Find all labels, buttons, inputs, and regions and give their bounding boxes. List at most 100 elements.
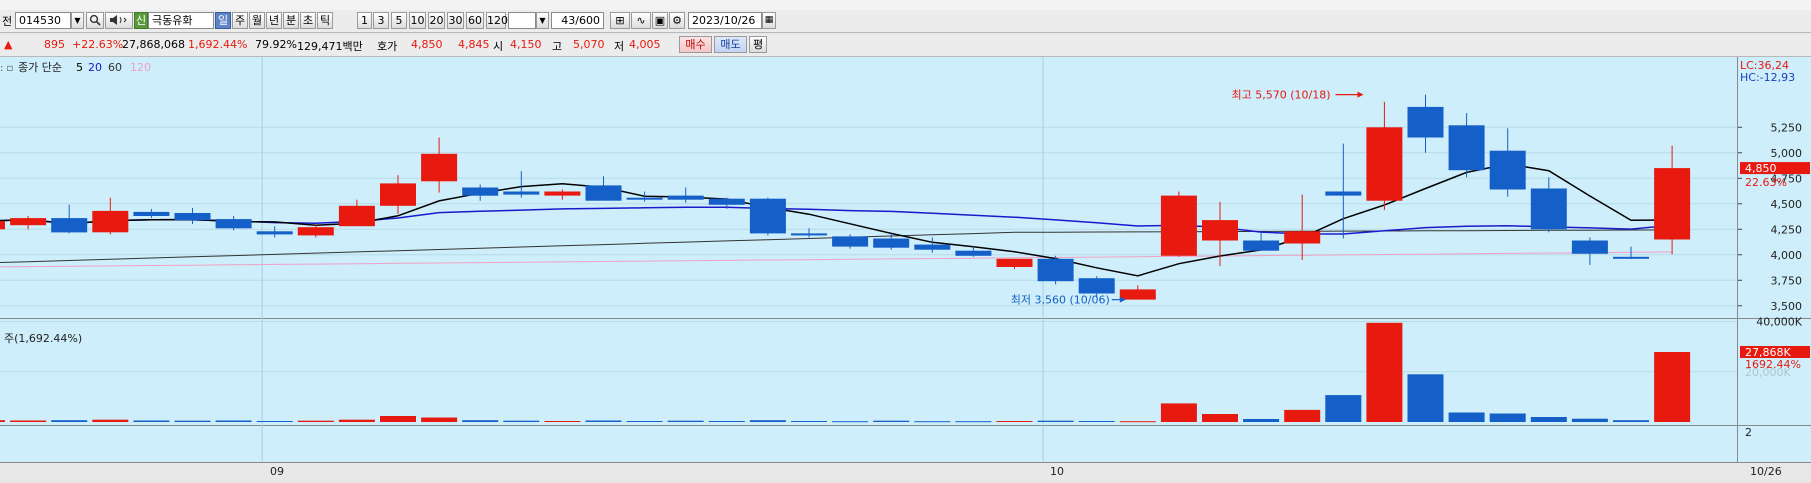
candle-body[interactable] [996,258,1033,267]
candle-body[interactable] [1119,289,1156,300]
volume-bar[interactable] [380,416,416,422]
interval-button[interactable]: 10 [409,12,426,29]
candle-body[interactable] [667,195,704,200]
candle-body[interactable] [1613,256,1649,259]
interval-button[interactable]: 20 [428,12,445,29]
save-button[interactable]: ▣ [652,12,668,29]
candle-body[interactable] [1448,125,1485,171]
interval-button[interactable]: 1 [357,12,372,29]
volume-bar[interactable] [832,421,869,423]
volume-bar[interactable] [215,420,252,423]
candle-body[interactable] [873,238,910,248]
volume-bar[interactable] [914,421,951,423]
period-button[interactable]: 월 [249,12,265,29]
eval-button[interactable]: 평 [749,36,767,53]
candle-body[interactable] [1037,258,1074,282]
add-indicator-button[interactable]: ⊞ [610,12,630,29]
candle-body[interactable] [10,218,47,226]
candle-body[interactable] [1160,195,1197,256]
interval-dropdown-button[interactable]: ▼ [536,12,549,29]
volume-bar[interactable] [585,420,622,423]
volume-bar[interactable] [626,421,663,422]
line-tool-button[interactable]: ∿ [631,12,651,29]
candle-body[interactable] [380,183,416,206]
candle-body[interactable] [92,210,129,233]
volume-bar[interactable] [873,420,910,422]
volume-bar[interactable] [1530,417,1567,422]
period-button[interactable]: 주 [232,12,248,29]
candle-body[interactable] [791,233,827,236]
candle-body[interactable] [338,205,375,227]
price-panel[interactable] [0,57,1737,318]
candle-body[interactable] [462,187,499,196]
volume-bar[interactable] [51,420,88,422]
volume-bar[interactable] [10,420,47,423]
candle-body[interactable] [1325,191,1362,196]
volume-bar[interactable] [92,419,129,422]
candle-body[interactable] [914,244,951,250]
volume-bar[interactable] [955,421,992,423]
volume-bar[interactable] [503,420,540,422]
candle-body[interactable] [955,250,992,256]
candle-body[interactable] [1654,168,1691,240]
interval-button[interactable]: 30 [447,12,464,29]
interval-button[interactable]: 60 [466,12,484,29]
candle-body[interactable] [0,221,5,230]
ma-legend[interactable]: : ▫ 종가 단순 5 20 60 120 [0,61,151,74]
candle-body[interactable] [421,153,458,182]
candle-body[interactable] [1366,127,1403,201]
search-button[interactable] [86,12,104,29]
volume-bar[interactable] [1366,322,1403,422]
candle-body[interactable] [51,218,88,233]
volume-bar[interactable] [1284,409,1321,422]
volume-bar[interactable] [1037,420,1074,422]
volume-bar[interactable] [174,420,211,422]
period-button[interactable]: 분 [283,12,299,29]
volume-bar[interactable] [256,421,293,422]
interval-button[interactable]: 5 [391,12,407,29]
candle-body[interactable] [1489,150,1526,190]
candle-body[interactable] [133,211,170,216]
candle-body[interactable] [585,185,622,201]
volume-bar[interactable] [462,420,499,422]
candle-body[interactable] [256,231,293,235]
stock-code-input[interactable]: 014530 [15,12,71,29]
date-field[interactable]: 2023/10/26 [688,12,762,29]
volume-bar[interactable] [0,420,5,422]
volume-bar[interactable] [1243,419,1280,422]
interval-button[interactable]: 120 [486,12,508,29]
settings-button[interactable]: ⚙ [669,12,685,29]
candle-body[interactable] [297,227,334,236]
volume-bar[interactable] [297,420,334,422]
buy-button[interactable]: 매수 [679,36,712,53]
candle-body[interactable] [544,191,581,196]
volume-bar[interactable] [1613,420,1649,422]
interval-button[interactable]: 3 [373,12,389,29]
period-button[interactable]: 년 [266,12,282,29]
stock-name-field[interactable]: 극동유화 [148,12,214,29]
candle-body[interactable] [832,236,869,247]
sell-button[interactable]: 매도 [714,36,747,53]
volume-bar[interactable] [1160,403,1197,422]
volume-bar[interactable] [996,421,1033,422]
chart-area[interactable]: 5,250 5,000 4,750 4,500 4,250 4,000 3,750 3,500… [0,57,1811,480]
volume-bar[interactable] [338,419,375,422]
volume-bar[interactable] [749,420,786,422]
period-button[interactable]: 초 [300,12,316,29]
period-button[interactable]: 틱 [317,12,333,29]
volume-bar[interactable] [1489,413,1526,423]
candle-body[interactable] [174,213,211,221]
volume-bar[interactable] [133,420,170,423]
candle-body[interactable] [1243,240,1280,251]
volume-bar[interactable] [1325,395,1362,422]
candle-body[interactable] [1284,231,1321,244]
interval-custom-input[interactable] [508,12,536,29]
speaker-button[interactable] [105,12,133,29]
volume-bar[interactable] [1654,352,1691,422]
candle-body[interactable] [749,198,786,234]
volume-bar[interactable] [1078,421,1115,422]
candle-body[interactable] [1571,240,1608,254]
volume-bar[interactable] [1571,418,1608,422]
candle-body[interactable] [1407,106,1444,138]
candle-body[interactable] [503,191,540,195]
